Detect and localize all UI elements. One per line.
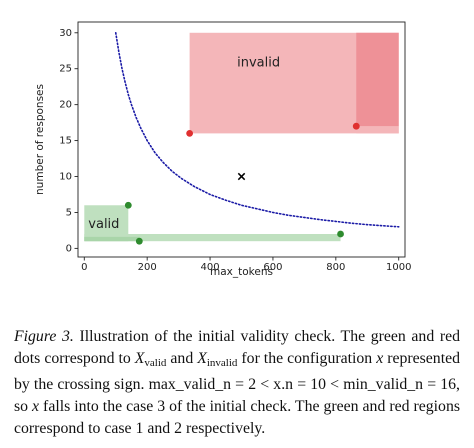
caption-x-invalid: Xinvalid	[197, 350, 238, 369]
plot-frame	[77, 21, 406, 258]
region-2	[356, 126, 399, 134]
point-invalid-4	[352, 122, 360, 130]
cross-marker	[237, 172, 246, 181]
y-tick-label-0: 0	[66, 243, 72, 254]
caption-x-invalid-base: X	[197, 350, 207, 367]
x-tick-label-600: 600	[263, 262, 282, 273]
points-layer	[124, 122, 360, 245]
caption-text-3: for the configuration	[237, 350, 377, 367]
y-axis-label: number of responses	[34, 84, 46, 195]
y-tick-label-20: 20	[59, 100, 72, 111]
curve-line	[114, 31, 400, 228]
y-tick-label-10: 10	[59, 172, 72, 183]
curve-layer	[114, 31, 400, 228]
caption-text-2: and	[166, 350, 198, 367]
x-tick-label-800: 800	[326, 262, 345, 273]
x-tick-label-0: 0	[81, 262, 87, 273]
x-axis-label: max_tokens	[210, 266, 273, 278]
cross-stroke-2	[237, 172, 246, 181]
x-tick-label-200: 200	[138, 262, 157, 273]
chart-figure: invalid valid 0 200 400 600 800 1000 0 5 10 15 20 25…	[34, 21, 411, 278]
x-tick-label-400: 400	[201, 262, 220, 273]
y-tick-label-5: 5	[66, 207, 72, 218]
point-valid-1	[135, 237, 143, 245]
regions-layer: invalid valid	[84, 32, 399, 242]
caption-label: Figure 3.	[14, 328, 74, 345]
point-invalid-3	[186, 129, 194, 137]
caption-text-1: Illustration of the initial validity che…	[14, 328, 460, 367]
region-label-invalid: invalid	[237, 55, 280, 70]
point-valid-0	[124, 201, 132, 209]
axes-layer: 0 200 400 600 800 1000 0 5 10 15 20 25 30	[59, 21, 411, 273]
caption-x-valid-sub: valid	[144, 357, 167, 369]
region-4	[84, 234, 341, 242]
caption-x-var-2: x	[32, 398, 40, 415]
y-tick-label-15: 15	[59, 136, 72, 147]
region-1	[356, 32, 399, 127]
x-tick-label-1000: 1000	[386, 262, 411, 273]
y-tick-label-30: 30	[59, 28, 72, 39]
y-tick-label-25: 25	[59, 64, 72, 75]
caption-x-valid: Xvalid	[134, 350, 167, 369]
point-valid-2	[337, 230, 344, 238]
region-label-valid: valid	[88, 217, 119, 232]
caption-x-valid-base: X	[134, 350, 145, 367]
figure-caption: Figure 3. Illustration of the initial va…	[14, 326, 460, 440]
caption-text-5: falls into the case 3 of the initial che…	[14, 398, 460, 437]
caption-text-4: represented by the crossing sign. max_va…	[14, 350, 460, 415]
region-5	[84, 236, 140, 242]
caption-x-var: x	[376, 350, 384, 367]
caption-x-invalid-sub: invalid	[206, 357, 238, 369]
